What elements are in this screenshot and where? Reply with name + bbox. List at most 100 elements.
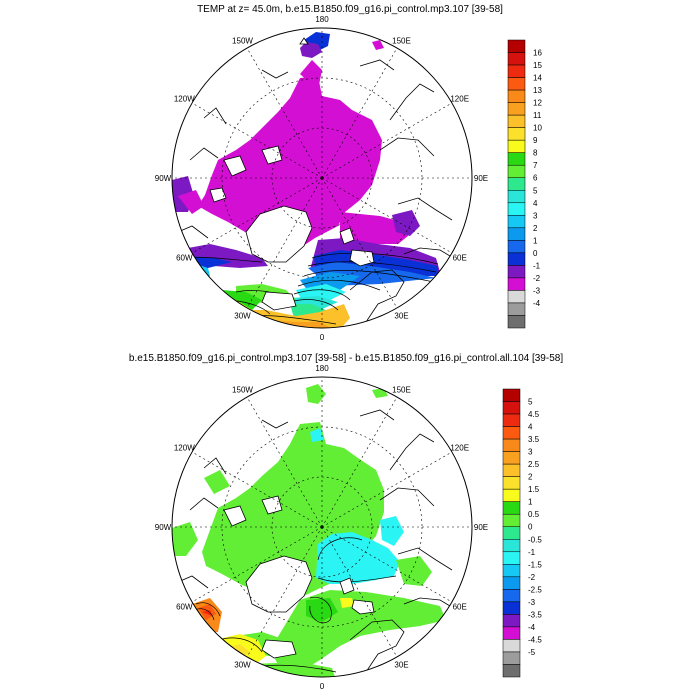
colorbar-swatch	[502, 513, 521, 527]
colorbar-tick-label: -3	[528, 598, 536, 607]
colorbar-tick-label: 3	[528, 448, 533, 457]
colorbar-swatch	[502, 488, 521, 502]
colorbar-swatch	[507, 227, 526, 241]
longitude-label: 0	[320, 333, 325, 342]
colorbar-tick-label: 4	[533, 199, 538, 208]
colorbar-swatch	[502, 539, 521, 553]
colorbar-swatch	[502, 426, 521, 440]
colorbar-swatch	[507, 139, 526, 153]
colorbar-swatch	[507, 277, 526, 291]
colorbar-tick-label: -4.5	[528, 635, 542, 644]
longitude-label: 150W	[232, 36, 253, 45]
colorbar-tick-label: -2.5	[528, 585, 542, 594]
colorbar-swatch	[502, 526, 521, 540]
longitude-labels: 180 150E 120E 90E 60E 30E 0 30W 60W 90W 120W 150W	[155, 364, 488, 691]
colorbar-swatch	[507, 315, 526, 329]
colorbar-tick-label: -5	[528, 648, 536, 657]
chart-title: TEMP at z= 45.0m, b.e15.B1850.f09_g16.pi…	[197, 4, 503, 15]
colorbar-tick-label: 14	[533, 74, 542, 83]
colorbar-tick-label: -3	[533, 286, 541, 295]
map-plot-area	[172, 377, 472, 677]
colorbar-tick-label: 13	[533, 86, 542, 95]
colorbar-swatch	[507, 265, 526, 279]
greenland	[245, 555, 313, 613]
colorbar-swatch	[502, 501, 521, 515]
colorbar-swatch	[502, 413, 521, 427]
colorbar-swatch	[502, 576, 521, 590]
colorbar-tick-label: -4	[533, 299, 541, 308]
colorbar-swatch	[502, 601, 521, 615]
colorbar-tick-label: 6	[533, 174, 538, 183]
longitude-label: 90E	[474, 174, 488, 183]
colorbar-tick-label: 5	[528, 398, 533, 407]
longitude-label: 150E	[392, 36, 411, 45]
colorbar-tick-label: 7	[533, 161, 538, 170]
eurasian-basin-region	[316, 532, 400, 584]
colorbar-swatch	[507, 215, 526, 229]
colorbar-swatch	[507, 102, 526, 116]
longitude-label: 30W	[234, 661, 251, 670]
colorbar-swatch	[502, 438, 521, 452]
longitude-label: 180	[315, 15, 329, 24]
colorbar-tick-label: 10	[533, 124, 542, 133]
colorbar-tick-label: 1	[533, 236, 538, 245]
colorbar-tick-label: 4.5	[528, 410, 540, 419]
longitude-label: 120E	[450, 95, 469, 104]
colorbar-tick-label: -1	[528, 548, 536, 557]
longitude-label: 120W	[174, 95, 195, 104]
colorbar-swatch	[507, 152, 526, 166]
colorbar-tick-label: -2	[528, 573, 536, 582]
colorbar-swatch	[507, 127, 526, 141]
colorbar-tick-label: 3.5	[528, 435, 540, 444]
colorbar-tick-label: 9	[533, 136, 538, 145]
longitude-label: 30W	[234, 312, 251, 321]
colorbar-swatch	[507, 52, 526, 66]
longitude-label: 30E	[394, 312, 408, 321]
longitude-label: 120E	[450, 444, 469, 453]
colorbar-swatch	[502, 388, 521, 402]
colorbar-swatch	[502, 476, 521, 490]
colorbar-tick-label: 2.5	[528, 460, 540, 469]
colorbar-swatch	[502, 651, 521, 665]
colorbar-swatch	[502, 401, 521, 415]
colorbar-swatch	[507, 240, 526, 254]
colorbar-swatch	[507, 164, 526, 178]
longitude-label: 60E	[453, 603, 467, 612]
colorbar-swatch	[502, 614, 521, 628]
colorbar-swatch	[507, 89, 526, 103]
panel-difference: b.e15.B1850.f09_g16.pi_control.mp3.107 […	[129, 353, 563, 691]
colorbar-tick-label: 0.5	[528, 510, 540, 519]
colorbar-swatch	[502, 626, 521, 640]
colorbar-tick-label: 5	[533, 186, 538, 195]
colorbar-tick-label: 15	[533, 61, 542, 70]
colorbar-swatch	[502, 551, 521, 565]
colorbar-tick-label: -2	[533, 274, 541, 283]
colorbar-swatch	[507, 290, 526, 304]
longitude-label: 30E	[394, 661, 408, 670]
colorbar-tick-label: 16	[533, 49, 542, 58]
longitude-label: 150W	[232, 385, 253, 394]
colorbar-swatch	[502, 564, 521, 578]
colorbar-tick-label: 12	[533, 99, 542, 108]
colorbar-tick-label: -1.5	[528, 560, 542, 569]
colorbar-tick-label: 8	[533, 149, 538, 158]
colorbar-tick-label: 11	[533, 111, 542, 120]
longitude-label: 60E	[453, 254, 467, 263]
colorbar-swatch	[502, 463, 521, 477]
colorbar-swatch	[507, 302, 526, 316]
colorbar-swatch	[502, 451, 521, 465]
longitude-label: 60W	[176, 603, 193, 612]
colorbar-swatch	[507, 114, 526, 128]
colorbar-swatch	[507, 190, 526, 204]
colorbar-tick-label: 4	[528, 423, 533, 432]
colorbar-swatch	[502, 639, 521, 653]
colorbar-tick-label: 1.5	[528, 485, 540, 494]
longitude-label: 180	[315, 364, 329, 373]
longitude-label: 90W	[155, 174, 172, 183]
colorbar-swatch	[502, 589, 521, 603]
colorbar-tick-label: 2	[528, 473, 533, 482]
colorbar-swatch	[507, 177, 526, 191]
colorbar-swatch	[507, 252, 526, 266]
colorbar-tick-label: 2	[533, 224, 538, 233]
